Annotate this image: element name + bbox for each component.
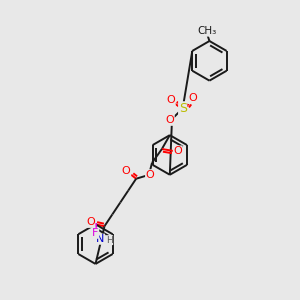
Text: O: O	[165, 115, 174, 125]
Text: O: O	[86, 217, 95, 227]
Text: CH₃: CH₃	[198, 26, 217, 36]
Text: O: O	[173, 146, 182, 156]
Text: O: O	[167, 95, 175, 106]
Text: O: O	[122, 166, 130, 176]
Text: O: O	[146, 170, 154, 180]
Text: H: H	[106, 236, 113, 245]
Text: O: O	[188, 94, 197, 103]
Text: S: S	[179, 102, 187, 115]
Text: F: F	[92, 228, 99, 238]
Text: N: N	[96, 234, 105, 244]
